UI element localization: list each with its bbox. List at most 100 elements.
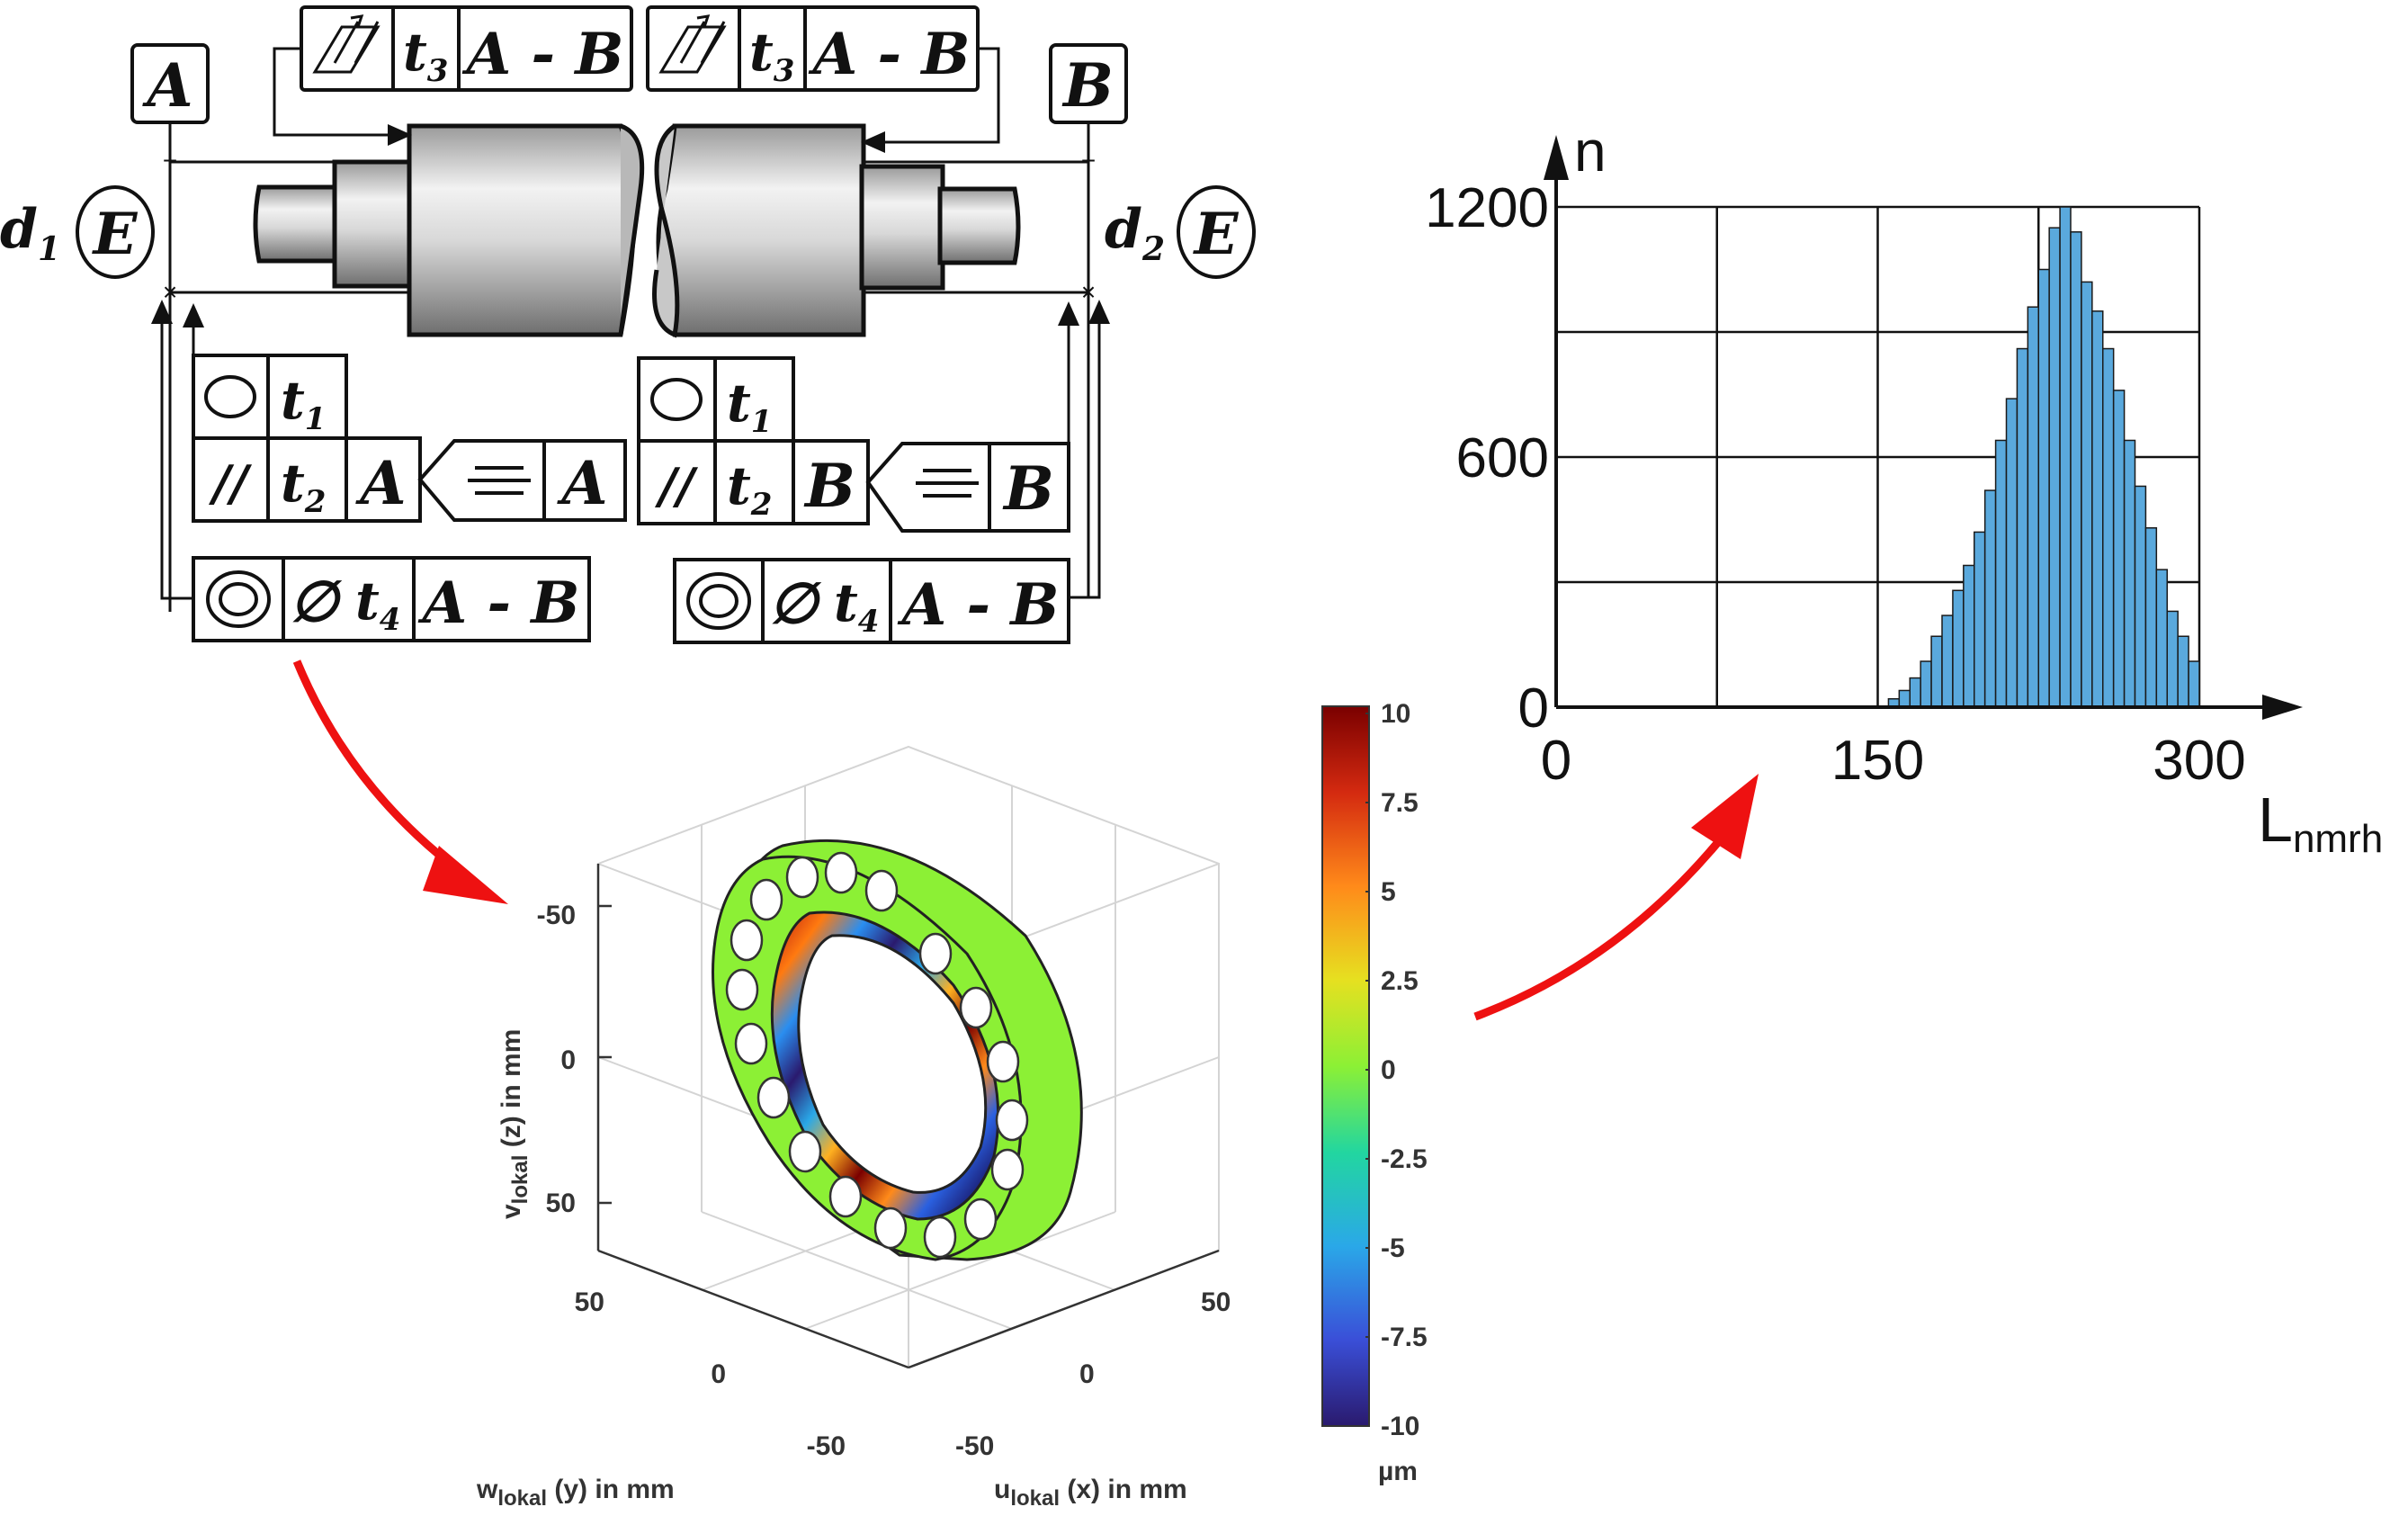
colorbar-tick-label: -7.5 xyxy=(1381,1323,1428,1352)
x-tick-label: 150 xyxy=(1831,730,1924,792)
y-tick-neg50: -50 xyxy=(807,1431,846,1461)
svg-text:A - B: A - B xyxy=(809,21,971,88)
histogram-bar xyxy=(1952,589,1965,708)
flow-arrow-2 xyxy=(1473,774,1759,1021)
histogram-bar xyxy=(2144,527,2158,708)
colorbar-tick-label: 2.5 xyxy=(1381,966,1419,996)
symmetry-icon xyxy=(468,466,531,495)
histogram-bar xyxy=(2112,390,2126,708)
svg-text:∅: ∅ xyxy=(290,569,343,634)
histogram-bar xyxy=(2081,281,2093,708)
svg-text:t4: t4 xyxy=(355,570,400,638)
envelope-e-left-circle xyxy=(76,185,155,279)
bearing-plot: -50 0 50 50 0 -50 50 0 -50 vlokal (z) in… xyxy=(476,699,1428,1511)
z-tick-neg50: -50 xyxy=(537,901,576,930)
svg-text:A: A xyxy=(556,448,607,518)
y-tick-label: 0 xyxy=(1518,677,1549,740)
coaxial-frame-right: ∅ t4 A - B xyxy=(673,558,1070,644)
circle-icon xyxy=(204,375,256,418)
circle-icon xyxy=(650,378,703,421)
svg-text://: // xyxy=(654,457,699,515)
z-axis-label: vlokal (z) in mm xyxy=(497,1029,533,1219)
roller-elements xyxy=(725,851,1029,1259)
colorbar-tick-label: -2.5 xyxy=(1381,1144,1428,1174)
svg-text:A - B: A - B xyxy=(898,571,1060,639)
svg-text:×: × xyxy=(163,278,177,306)
x-tick-label: 0 xyxy=(1541,730,1571,792)
histogram-bar xyxy=(2091,310,2104,708)
histogram-bar xyxy=(1930,635,1943,708)
histogram-bar xyxy=(2070,231,2082,708)
histogram-bar xyxy=(2166,610,2179,708)
total-runout-icon xyxy=(312,14,380,74)
svg-text:B: B xyxy=(803,451,855,521)
d2-label: d2 xyxy=(1105,198,1165,268)
histogram-bar xyxy=(2155,569,2168,708)
histogram-bar xyxy=(1920,660,1932,708)
y-axis-label: n xyxy=(1574,119,1607,184)
x-axis-arrow-icon xyxy=(2262,695,2303,720)
histogram-bar xyxy=(2188,660,2200,708)
envelope-e-left: E xyxy=(92,201,139,268)
x-tick-neg50: -50 xyxy=(955,1431,994,1461)
roundness-frame-right: t1 xyxy=(637,356,795,443)
y-tick-label: 1200 xyxy=(1425,177,1549,239)
concentric-icon xyxy=(206,570,271,628)
x-tick-0: 0 xyxy=(1079,1359,1095,1389)
colorbar-tick-label: -5 xyxy=(1381,1233,1405,1263)
svg-text:t1: t1 xyxy=(281,370,326,437)
symmetry-frame-left: A xyxy=(417,439,627,522)
runout-frame-right: t3 A - B xyxy=(646,5,980,92)
symmetry-icon xyxy=(916,469,979,498)
colorbar: 10 7.5 5 2.5 0 -2.5 -5 -7.5 -10 µm xyxy=(1321,699,1428,1486)
svg-text:t1: t1 xyxy=(727,372,772,440)
svg-text:+: + xyxy=(1081,147,1096,175)
histogram-bar xyxy=(2016,347,2029,708)
histogram-bar xyxy=(1974,531,1986,708)
svg-text:t3: t3 xyxy=(403,22,448,89)
colorbar-tick-label: 0 xyxy=(1381,1055,1396,1085)
histogram-bar xyxy=(2102,347,2115,708)
svg-text:+: + xyxy=(163,147,177,175)
total-runout-icon xyxy=(658,14,727,74)
histogram-bar xyxy=(1963,564,1975,708)
histogram-bar xyxy=(2005,398,2019,708)
svg-text:t2: t2 xyxy=(281,453,326,520)
svg-text:t3: t3 xyxy=(749,22,794,89)
histogram-bar xyxy=(1994,439,2008,708)
colorbar-tick-label: 5 xyxy=(1381,877,1396,907)
y-tick-label: 600 xyxy=(1456,427,1549,489)
histogram-bar xyxy=(1941,614,1954,708)
d1-label: d1 xyxy=(0,198,60,268)
y-tick-0: 0 xyxy=(711,1359,726,1389)
colorbar-tick-label: 10 xyxy=(1381,699,1410,729)
colorbar-tick-label: 7.5 xyxy=(1381,788,1419,818)
histogram-bar xyxy=(1909,677,1921,708)
colorbar-tick-label: -10 xyxy=(1381,1412,1419,1441)
histogram-bar xyxy=(2059,206,2072,708)
svg-text:∅: ∅ xyxy=(769,570,822,636)
histogram-bar xyxy=(1898,689,1911,708)
histogram-chart: 0 150 300 0 600 1200 n Lnmrh xyxy=(1425,119,2383,861)
shaft-drawing: A B + × + × d1 E d2 E xyxy=(0,5,1256,644)
flow-arrow-1 xyxy=(292,659,508,904)
histogram-bar xyxy=(1983,489,1997,708)
datum-b-label: B xyxy=(1061,50,1114,121)
concentric-icon xyxy=(686,572,751,630)
parallel-frame-left: // t2 A xyxy=(192,436,422,523)
x-axis-label: ulokal (x) in mm xyxy=(994,1475,1187,1511)
y-axis-arrow-icon xyxy=(1544,135,1569,180)
histogram-bar xyxy=(2123,439,2136,708)
x-axis-label: Lnmrh xyxy=(2258,785,2383,861)
z-tick-0: 0 xyxy=(560,1045,576,1075)
svg-text:A: A xyxy=(354,448,406,518)
histogram-bar xyxy=(2027,306,2039,708)
histogram-bar xyxy=(2177,635,2189,708)
plot-axes xyxy=(596,864,1220,1369)
svg-text:t4: t4 xyxy=(834,572,879,640)
envelope-e-right-circle xyxy=(1177,185,1256,279)
envelope-e-right: E xyxy=(1193,201,1240,268)
svg-text://: // xyxy=(208,454,253,512)
colorbar-unit: µm xyxy=(1378,1457,1418,1486)
